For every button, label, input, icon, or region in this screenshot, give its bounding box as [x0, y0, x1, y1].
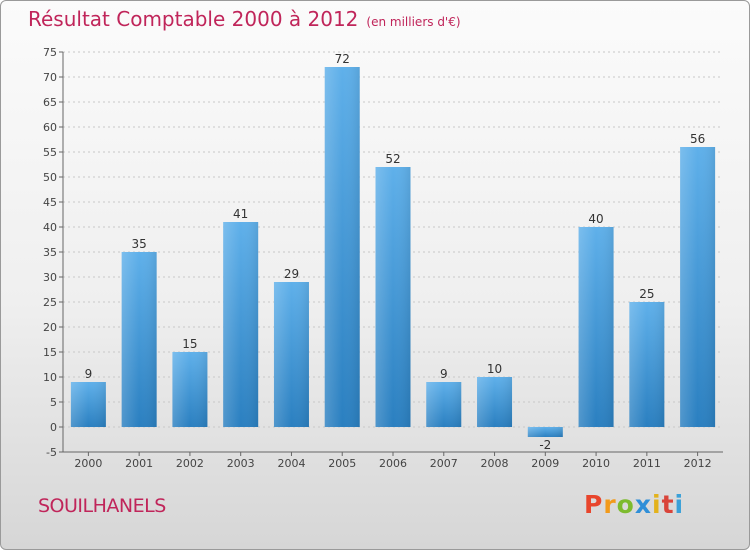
- x-tick-label: 2011: [633, 457, 661, 470]
- x-tick-label: 2008: [481, 457, 509, 470]
- y-tick-label: 70: [43, 71, 57, 84]
- logo-letter: t: [661, 490, 675, 519]
- data-label: 25: [639, 287, 654, 301]
- bar-shine: [680, 147, 716, 427]
- logo-letter: o: [616, 490, 635, 519]
- data-label: 29: [284, 267, 299, 281]
- x-tick-label: 2002: [176, 457, 204, 470]
- y-tick-label: 5: [50, 396, 57, 409]
- data-label: 35: [132, 237, 147, 251]
- y-tick-label: 40: [43, 221, 57, 234]
- chart-subtitle: (en milliers d'€): [366, 15, 461, 29]
- data-labels: 9 35 15 41 29 72 52 9 10 -2 40 25 56: [85, 52, 706, 452]
- y-tick-label: 65: [43, 96, 57, 109]
- bar-shine: [273, 282, 309, 427]
- bar-shine: [527, 427, 563, 437]
- x-tick-label: 2009: [531, 457, 559, 470]
- y-tick-label: 60: [43, 121, 57, 134]
- bar-shine: [223, 222, 259, 427]
- y-tick-label: -5: [46, 446, 57, 459]
- y-tick-label: 10: [43, 371, 57, 384]
- data-label: 10: [487, 362, 502, 376]
- x-tick-label: 2012: [684, 457, 712, 470]
- bar-shine: [70, 382, 106, 427]
- bar-shine: [324, 67, 360, 427]
- x-tick-label: 2010: [582, 457, 610, 470]
- bar-shine: [375, 167, 411, 427]
- axes: -5 0 5 10 15 20 25 30 35 40 45 50 55 60 65 70 75 2000 2001…: [43, 46, 723, 470]
- data-label: 9: [85, 367, 93, 381]
- x-tick-label: 2000: [74, 457, 102, 470]
- y-tick-label: 25: [43, 296, 57, 309]
- y-tick-label: 45: [43, 196, 57, 209]
- bar-shine: [426, 382, 462, 427]
- x-tick-label: 2001: [125, 457, 153, 470]
- y-tick-label: 75: [43, 46, 57, 59]
- data-label: 15: [182, 337, 197, 351]
- bar-shine: [629, 302, 665, 427]
- bar-shine: [477, 377, 513, 427]
- chart-title-text: Résultat Comptable 2000 à 2012: [28, 7, 359, 31]
- data-label: -2: [539, 438, 551, 452]
- data-label: 41: [233, 207, 248, 221]
- logo-letter: P: [584, 490, 604, 519]
- x-tick-label: 2003: [227, 457, 255, 470]
- y-tick-label: 30: [43, 271, 57, 284]
- data-label: 9: [440, 367, 448, 381]
- y-tick-label: 20: [43, 321, 57, 334]
- proxiti-logo: Proxiti: [584, 490, 684, 519]
- x-tick-label: 2007: [430, 457, 458, 470]
- logo-letter: i: [652, 490, 662, 519]
- x-tick-label: 2006: [379, 457, 407, 470]
- logo-letter: i: [674, 490, 685, 519]
- bars: [70, 67, 716, 437]
- x-tick-label: 2004: [277, 457, 305, 470]
- location-label: SOUILHANELS: [38, 495, 166, 517]
- logo-letter: r: [603, 490, 617, 519]
- bar-shine: [121, 252, 157, 427]
- data-label: 56: [690, 132, 705, 146]
- bar-shine: [578, 227, 614, 427]
- y-tick-label: 35: [43, 246, 57, 259]
- data-label: 52: [385, 152, 400, 166]
- data-label: 72: [335, 52, 350, 66]
- y-tick-label: 15: [43, 346, 57, 359]
- chart-title: Résultat Comptable 2000 à 2012 (en millie…: [28, 7, 461, 31]
- y-tick-label: 0: [50, 421, 57, 434]
- bar-shine: [172, 352, 208, 427]
- logo-letter: x: [634, 490, 652, 519]
- data-label: 40: [588, 212, 603, 226]
- x-tick-label: 2005: [328, 457, 356, 470]
- y-tick-label: 50: [43, 171, 57, 184]
- y-tick-label: 55: [43, 146, 57, 159]
